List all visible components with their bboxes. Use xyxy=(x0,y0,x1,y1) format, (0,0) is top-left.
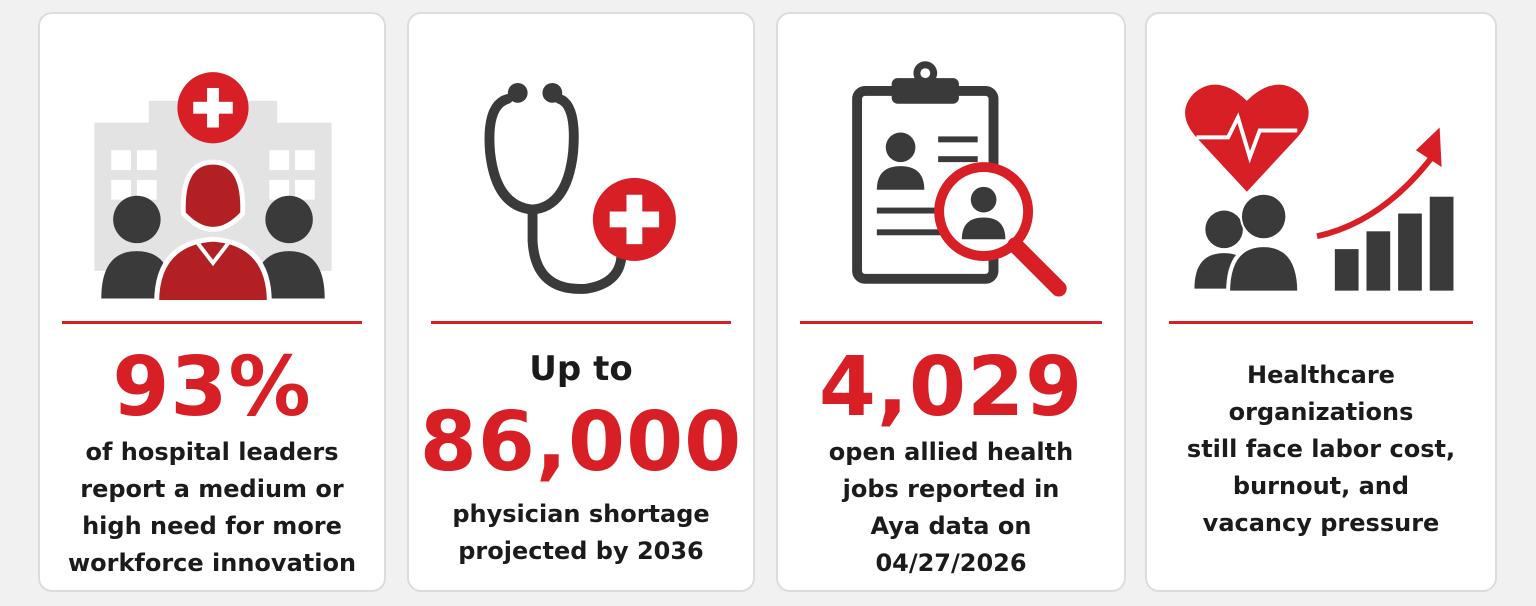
stat-card-open-jobs: 4,029 open allied health jobs reported i… xyxy=(776,12,1126,592)
stat-description: of hospital leaders report a medium or h… xyxy=(67,438,357,577)
stat-value: 93% xyxy=(112,340,312,435)
card-divider xyxy=(62,321,362,324)
stat-card-hospital-leaders: 93% of hospital leaders report a medium … xyxy=(38,12,386,592)
card-divider xyxy=(431,321,731,324)
clipboard-search-icon xyxy=(778,32,1124,312)
card-divider xyxy=(800,321,1102,324)
stat-value: 86,000 xyxy=(419,395,743,490)
stat-card-workforce-pressure: Healthcare organizations still face labo… xyxy=(1145,12,1497,592)
card-divider xyxy=(1169,321,1473,324)
stat-description: physician shortage projected by 2036 xyxy=(452,500,710,565)
stat-value: 4,029 xyxy=(818,340,1084,435)
stat-lead-text: Up to xyxy=(529,349,633,389)
heart-growth-chart-icon xyxy=(1147,32,1495,312)
stethoscope-icon xyxy=(409,32,753,312)
hospital-leaders-icon xyxy=(40,32,384,312)
stat-description: open allied health jobs reported in Aya … xyxy=(828,438,1074,577)
stat-description: Healthcare organizations still face labo… xyxy=(1186,361,1456,537)
stat-card-physician-shortage: Up to 86,000 physician shortage projecte… xyxy=(407,12,755,592)
